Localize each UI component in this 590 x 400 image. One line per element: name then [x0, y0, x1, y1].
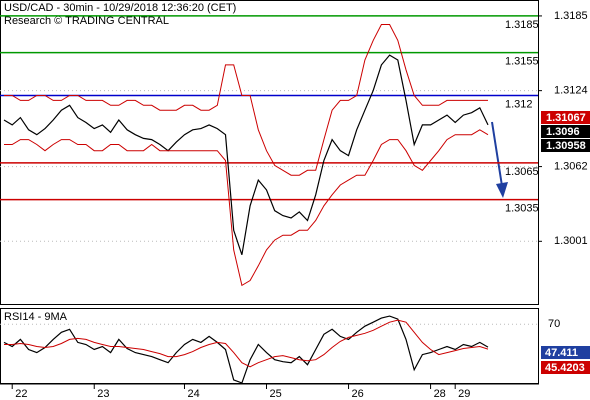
x-tick-label: 24: [187, 388, 199, 400]
level-label: 1.3065: [505, 166, 539, 178]
price-marker: [541, 111, 590, 124]
rsi-marker: [541, 346, 590, 359]
level-label: 1.3185: [505, 19, 539, 31]
x-tick-label: 22: [15, 388, 27, 400]
y-tick-label: 1.3124: [554, 85, 588, 97]
rsi-line: [4, 319, 489, 368]
y-tick-label: 1.3062: [554, 160, 588, 172]
level-label: 1.3035: [505, 203, 539, 215]
price-marker: [541, 125, 590, 138]
x-tick-label: 25: [270, 388, 282, 400]
level-label: 1.312: [505, 98, 533, 110]
x-tick-label: 29: [458, 388, 470, 400]
x-tick-label: 28: [434, 388, 446, 400]
price-panel: [0, 0, 539, 305]
price-line: [4, 129, 489, 287]
x-tick-label: 23: [97, 388, 109, 400]
y-tick-label: 70: [548, 318, 560, 330]
price-marker: [541, 139, 590, 152]
price-marker-label: 1.30958: [546, 140, 586, 152]
price-line: [3, 54, 489, 255]
forecast-arrow: [491, 121, 508, 198]
chart-subtitle: Research © TRADING CENTRAL: [4, 15, 169, 27]
chart-title: USD/CAD - 30min - 10/29/2018 12:36:20 (C…: [4, 2, 236, 14]
rsi-panel: [0, 308, 539, 384]
price-line: [4, 24, 488, 176]
rsi-title: RSI14 - 9MA: [4, 311, 68, 323]
y-tick-label: 1.3001: [554, 235, 588, 247]
price-marker-label: 1.3096: [546, 126, 580, 138]
x-tick-label: 26: [352, 388, 364, 400]
price-marker-label: 1.31067: [546, 112, 586, 124]
y-tick-label: 1.3185: [554, 10, 588, 22]
rsi-marker: [541, 361, 590, 374]
rsi-line: [3, 315, 489, 384]
rsi-marker-label: 45.4203: [545, 362, 585, 374]
level-label: 1.3155: [505, 56, 539, 68]
rsi-marker-label: 47.411: [545, 347, 578, 359]
